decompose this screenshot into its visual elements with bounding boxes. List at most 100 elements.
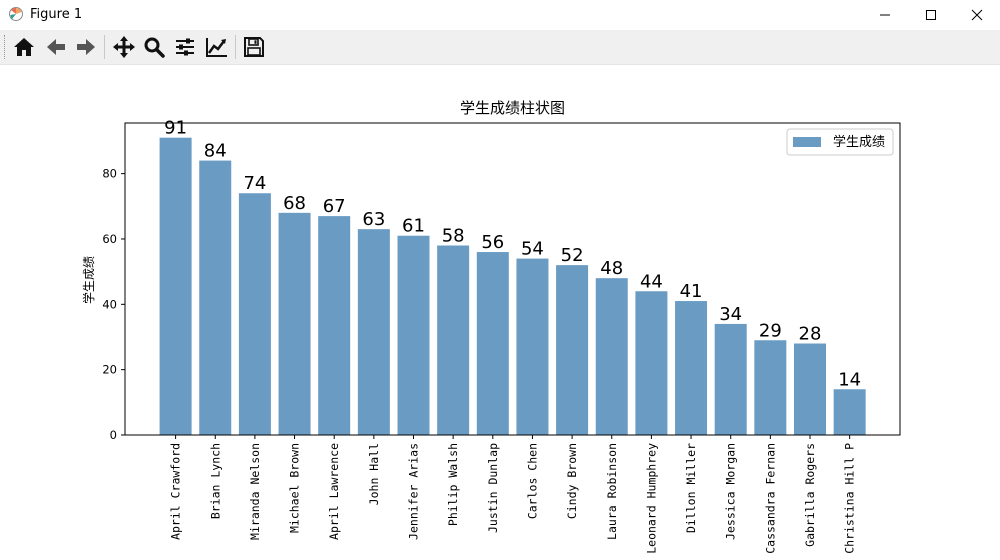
bar-value-label: 68	[283, 193, 306, 214]
bar-value-label: 34	[719, 304, 742, 325]
configure-subplots-button[interactable]	[171, 33, 199, 61]
edit-axis-button[interactable]	[203, 33, 231, 61]
bar	[556, 265, 589, 435]
bar	[754, 340, 787, 435]
close-button[interactable]	[954, 0, 1000, 30]
bar	[476, 252, 509, 435]
window-title: Figure 1	[30, 7, 83, 22]
x-tick-label: Carlos Chen	[525, 443, 539, 519]
y-tick-label: 40	[102, 297, 117, 311]
bar	[318, 216, 351, 435]
x-tick-label: Christina Hill P	[843, 443, 857, 554]
y-axis-ticks: 0 20 40 60 80	[102, 167, 125, 442]
chart-title: 学生成绩柱状图	[460, 99, 565, 117]
x-tick-label: Brian Lynch	[208, 443, 222, 519]
bar-value-label: 44	[640, 271, 663, 292]
bar-value-label: 41	[680, 281, 703, 302]
close-icon	[971, 9, 983, 21]
x-tick-label: April Lawrence	[327, 443, 341, 540]
bar-value-label: 91	[164, 118, 187, 139]
bar	[397, 235, 430, 435]
y-tick-label: 20	[102, 363, 117, 377]
minimize-button[interactable]	[862, 0, 908, 30]
x-tick-label: Justin Dunlap	[486, 443, 500, 533]
bar-value-label: 63	[362, 209, 385, 230]
bar-group	[159, 137, 866, 435]
bar-value-label: 54	[521, 239, 544, 260]
bar	[278, 212, 311, 435]
home-icon	[14, 38, 34, 56]
zoom-button[interactable]	[140, 33, 168, 61]
y-axis-label: 学生成绩	[81, 256, 96, 304]
bar	[595, 278, 628, 435]
edit-axis-icon	[206, 38, 227, 57]
x-tick-label: Cassandra Fernan	[763, 443, 777, 554]
navigation-toolbar	[0, 30, 1000, 65]
forward-button[interactable]	[72, 33, 100, 61]
plot-frame	[124, 122, 901, 436]
legend-label: 学生成绩	[833, 134, 885, 150]
x-tick-label: Cindy Brown	[565, 443, 579, 519]
y-tick-label: 60	[102, 232, 117, 246]
configure-subplots-icon	[176, 38, 194, 56]
toolbar-grip	[4, 35, 8, 59]
x-tick-label: April Crawford	[169, 443, 183, 540]
bar-value-label: 74	[243, 173, 266, 194]
bar-label-group: 91 84 74 68 67 63 61 58 56 54 52 48 44 41 34 29 28 14	[164, 118, 861, 391]
bar-value-label: 52	[561, 245, 584, 266]
legend: 学生成绩	[786, 128, 894, 156]
maximize-icon	[926, 10, 936, 20]
app-icon	[9, 7, 23, 21]
bar-chart: 学生成绩柱状图 学生成绩 91 84 74 68 67 63 61 58 56 54 52 48 44 4…	[81, 99, 901, 554]
toolbar-separator	[104, 35, 105, 59]
bar-value-label: 14	[838, 369, 861, 390]
x-tick-label: John Hall	[367, 443, 381, 505]
back-arrow-icon	[47, 39, 65, 55]
bar	[437, 245, 470, 435]
bar	[238, 193, 271, 435]
y-tick-label: 80	[102, 167, 117, 181]
x-tick-label: Jennifer Arias	[407, 443, 421, 540]
bar	[357, 229, 390, 435]
bar-value-label: 61	[402, 216, 425, 237]
legend-swatch	[793, 137, 821, 147]
x-tick-label: Miranda Nelson	[248, 443, 262, 540]
bar-value-label: 48	[600, 258, 623, 279]
y-tick-label: 0	[110, 428, 117, 442]
bar	[635, 291, 668, 435]
x-tick-label: Michael Brown	[288, 443, 302, 533]
home-button[interactable]	[10, 33, 38, 61]
bar	[199, 160, 232, 435]
bar	[714, 323, 747, 435]
x-tick-label: Laura Robinson	[605, 443, 619, 540]
bar	[833, 389, 866, 435]
x-tick-label: Gabrilla Rogers	[803, 443, 817, 547]
bar-value-label: 29	[759, 320, 782, 341]
back-button[interactable]	[42, 33, 70, 61]
x-tick-label: Dillon Miller	[684, 443, 698, 533]
x-tick-label: Philip Walsh	[446, 443, 460, 526]
x-tick-label: Jessica Morgan	[724, 443, 738, 540]
pan-icon	[113, 36, 135, 58]
bar	[159, 137, 192, 435]
zoom-icon	[144, 37, 165, 58]
save-icon	[244, 37, 264, 57]
bar	[675, 301, 708, 435]
window-titlebar: Figure 1	[0, 0, 1000, 30]
maximize-button[interactable]	[908, 0, 954, 30]
bar	[794, 343, 826, 435]
x-tick-label: Leonard Humphrey	[644, 443, 658, 554]
bar-value-label: 56	[481, 232, 504, 253]
bar-value-label: 58	[442, 226, 465, 247]
x-axis-ticks: April Crawford Brian Lynch Miranda Nelson M…	[169, 435, 857, 554]
pan-button[interactable]	[110, 33, 138, 61]
save-button[interactable]	[240, 33, 268, 61]
forward-arrow-icon	[77, 39, 95, 55]
bar	[516, 258, 549, 435]
toolbar-separator	[235, 35, 236, 59]
bar-value-label: 28	[799, 324, 822, 345]
bar-value-label: 84	[204, 141, 227, 162]
legend-box	[786, 128, 894, 156]
bar-value-label: 67	[323, 196, 346, 217]
minimize-icon	[880, 14, 890, 16]
